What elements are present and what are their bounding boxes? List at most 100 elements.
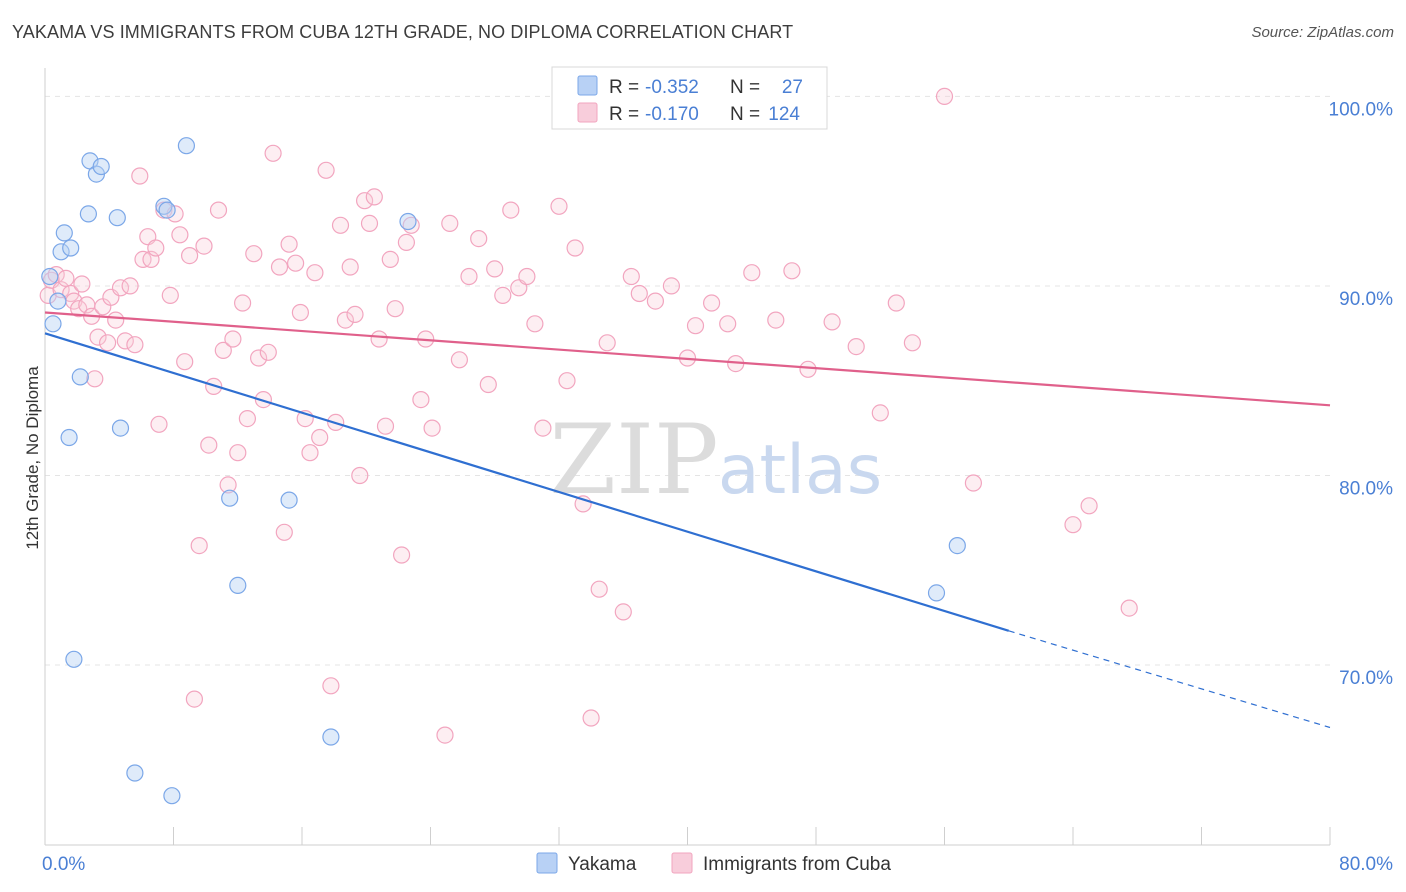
yakama-point-26 [927,584,946,602]
cuba-point-122 [1080,497,1098,515]
series-legend: Yakama Immigrants from Cuba [536,852,891,875]
cuba-point-51 [275,523,293,541]
y-axis-title: 12th Grade, No Diploma [23,366,42,550]
cuba-point-110 [743,264,761,282]
legend-n-value-cuba: 124 [768,104,800,125]
cuba-point-123 [1120,599,1138,617]
watermark-atlas: atlas [718,431,882,510]
axes [44,68,1331,846]
cuba-point-31 [176,353,194,371]
cuba-point-99 [598,334,616,352]
cuba-point-42 [229,444,247,462]
cuba-point-12 [89,328,107,346]
legend-n-label-cuba: N = [730,104,760,125]
yakama-point-24 [399,212,417,231]
yakama-point-20 [221,489,239,507]
cuba-point-91 [526,315,544,333]
cuba-point-100 [614,603,632,621]
yakama-point-3 [52,243,70,261]
cuba-point-49 [264,144,282,162]
cuba-point-38 [209,201,228,219]
cuba-point-86 [486,260,504,278]
cuba-point-56 [301,444,319,462]
legend-r-value-yakama: -0.352 [645,77,699,98]
series-legend-swatch-cuba [671,852,693,874]
cuba-point-117 [887,294,905,312]
cuba-point-80 [436,726,454,744]
series-legend-label-cuba: Immigrants from Cuba [703,854,891,875]
series-legend-swatch-yakama [536,852,558,874]
yakama-point-18 [163,787,181,805]
legend-r-label-cuba: R = [609,104,639,125]
cuba-point-93 [550,197,568,215]
cuba-point-26 [150,415,168,433]
legend-n-label-yakama: N = [730,77,760,98]
series-legend-label-yakama: Yakama [568,854,637,875]
cuba-point-116 [871,404,889,422]
cuba-point-95 [566,239,584,257]
cuba-point-84 [470,230,488,248]
cuba-point-57 [306,264,324,282]
cuba-point-8 [73,275,91,293]
cuba-point-102 [630,284,648,303]
cuba-point-77 [412,391,430,409]
cuba-point-65 [346,305,364,323]
cuba-point-107 [702,294,721,312]
cuba-point-115 [847,338,865,356]
y-tick-label-3: 70.0% [1339,668,1393,689]
cuba-point-94 [558,372,576,390]
watermark-zip: ZIP [549,404,718,516]
cuba-point-114 [823,313,841,331]
cuba-point-44 [238,410,256,428]
yakama-point-23 [322,728,340,746]
legend-swatch-yakama [577,75,598,96]
cuba-point-40 [219,476,237,494]
cuba-point-92 [534,419,552,437]
cuba-point-67 [356,192,374,210]
yakama-point-14 [111,419,130,437]
cuba-point-108 [719,315,737,333]
cuba-point-119 [935,87,954,106]
cuba-point-59 [317,161,335,179]
cuba-point-71 [376,417,395,435]
cuba-point-69 [365,188,383,206]
cuba-point-52 [280,235,298,253]
cuba-point-60 [322,677,340,695]
yakama-point-8 [71,368,89,386]
stats-legend: R = -0.352 N = 27 R = -0.170 N = 124 [551,66,828,130]
cuba-point-11 [86,370,104,388]
cuba-point-4 [57,269,75,287]
cuba-point-39 [214,341,232,359]
cuba-point-21 [131,167,149,185]
cuba-point-34 [190,536,208,555]
cuba-point-62 [331,216,350,234]
cuba-point-2 [47,266,65,284]
cuba-point-28 [161,286,179,304]
cuba-point-20 [126,336,144,354]
legend-swatch-cuba [577,102,598,123]
y-tick-label-2: 80.0% [1339,478,1393,499]
cuba-point-33 [185,690,203,708]
cuba-point-63 [336,311,354,329]
yakama-point-0 [41,267,59,286]
cuba-point-46 [250,349,268,367]
trend-lines [44,311,1331,729]
cuba-point-120 [964,474,983,492]
cuba-point-74 [393,546,411,564]
cuba-point-25 [147,239,165,257]
yakama-point-17 [158,201,176,219]
cuba-point-41 [224,330,242,348]
cuba-point-19 [121,277,139,295]
cuba-point-106 [686,317,705,335]
yakama-point-22 [280,491,298,509]
yakama-point-4 [55,224,73,242]
cuba-point-103 [646,292,665,310]
y-tick-label-0: 100.0% [1329,99,1394,120]
cuba-point-81 [441,214,459,232]
cuba-point-32 [181,247,199,265]
series-yakama [41,137,966,805]
trend-line-yakama [44,332,1010,632]
legend-r-value-cuba: -0.170 [645,104,699,125]
cuba-point-54 [291,303,309,322]
